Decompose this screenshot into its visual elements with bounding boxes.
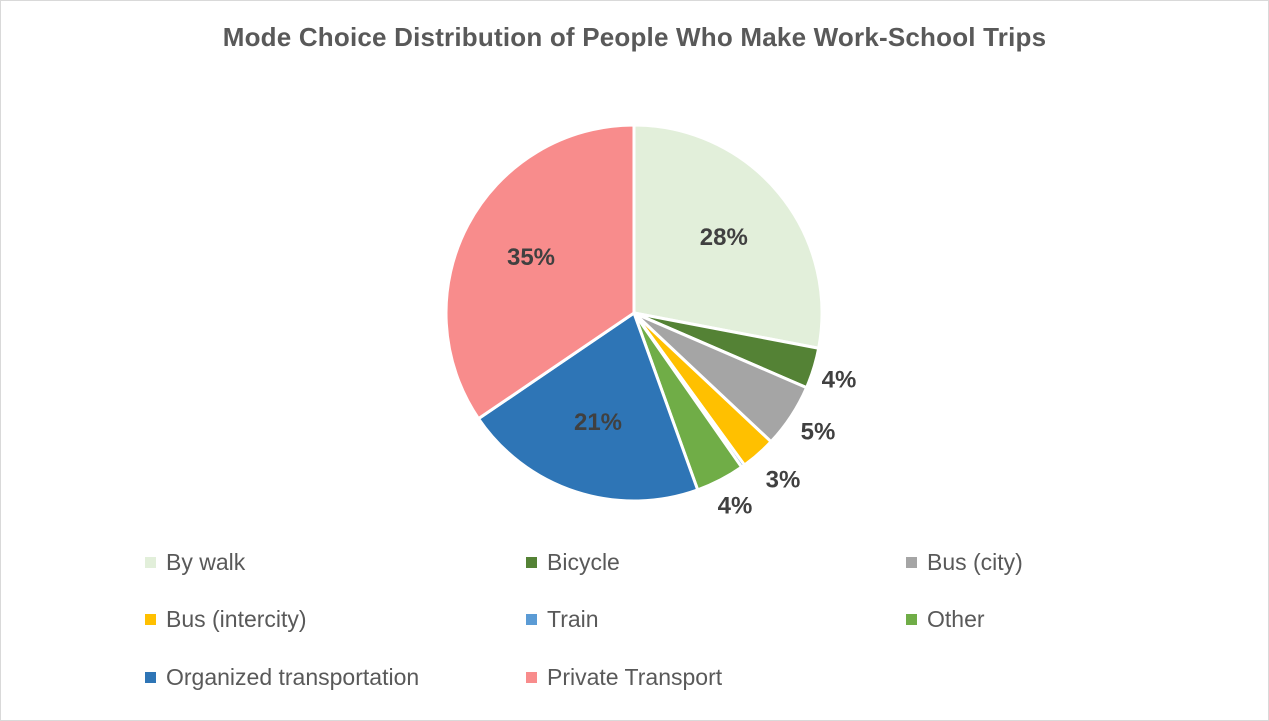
pie-slice-by-walk: [632, 123, 824, 350]
legend-label-other: Other: [927, 606, 985, 632]
legend-swatch-other: [906, 614, 917, 625]
legend-item-other: Other: [906, 606, 985, 633]
data-label-by-walk: 28%: [700, 224, 748, 251]
legend-label-bicycle: Bicycle: [547, 549, 620, 575]
data-label-private-transport: 35%: [507, 244, 555, 271]
chart-title: Mode Choice Distribution of People Who M…: [222, 22, 1047, 52]
legend-swatch-private-transport: [526, 672, 537, 683]
pie-slice-organized-transportation: [477, 311, 700, 503]
legend-swatch-train: [526, 614, 537, 625]
legend-label-bus-city: Bus (city): [927, 549, 1023, 575]
pie-slice-private-transport: [444, 123, 636, 421]
legend-item-by-walk: By walk: [145, 549, 245, 576]
legend-swatch-bus-city: [906, 557, 917, 568]
legend-swatch-bus-intercity: [145, 614, 156, 625]
data-label-other: 4%: [718, 492, 753, 519]
legend-item-organized-transportation: Organized transportation: [145, 664, 419, 691]
legend-label-train: Train: [547, 606, 599, 632]
legend-item-train: Train: [526, 606, 599, 633]
legend-label-organized-transportation: Organized transportation: [166, 664, 420, 690]
data-label-bicycle: 4%: [822, 366, 857, 393]
legend-item-bus-intercity: Bus (intercity): [145, 606, 307, 633]
legend-item-bicycle: Bicycle: [526, 549, 620, 576]
legend-swatch-by-walk: [145, 557, 156, 568]
legend-swatch-bicycle: [526, 557, 537, 568]
legend-item-private-transport: Private Transport: [526, 664, 722, 691]
legend-swatch-organized-transportation: [145, 672, 156, 683]
data-label-organized-transportation: 21%: [574, 409, 622, 436]
legend-label-bus-intercity: Bus (intercity): [166, 606, 307, 632]
legend-label-by-walk: By walk: [166, 549, 246, 575]
legend-label-private-transport: Private Transport: [547, 664, 723, 690]
data-label-bus-city: 5%: [801, 418, 836, 445]
data-label-bus-intercity: 3%: [766, 466, 801, 493]
legend-item-bus-city: Bus (city): [906, 549, 1023, 576]
